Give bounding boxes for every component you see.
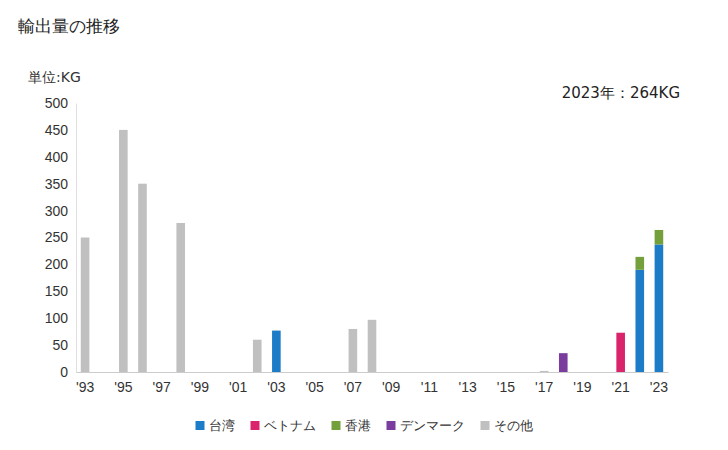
bar [272,331,281,372]
legend-swatch [196,421,205,430]
x-tick: '03 [267,372,285,395]
x-tick: '95 [114,372,132,395]
y-tick: 250 [45,229,76,245]
legend-item: ベトナム [251,418,316,433]
legend-label: デンマーク [400,418,465,433]
chart: 輸出量の推移単位:KG 2023年：264KG 0 50 100 150 200 250 300… [0,0,728,450]
x-tick-label: '17 [535,379,553,395]
x-tick-label: '11 [421,379,438,395]
y-tick-label: 50 [52,337,68,353]
x-tick-label: '93 [76,379,94,395]
legend: 台湾 ベトナム 香港 デンマーク その他 [196,418,533,433]
x-tick: '09 [382,372,400,395]
y-tick-label: 100 [45,310,69,326]
bar [119,130,128,372]
bar [253,340,262,372]
y-tick: 400 [45,149,76,165]
x-tick-label: '09 [382,379,400,395]
y-tick: 500 [45,95,76,111]
x-tick: '17 [535,372,553,395]
y-tick: 350 [45,176,76,192]
x-tick: '93 [76,372,94,395]
x-tick-label: '03 [267,379,285,395]
bar [655,244,664,372]
y-tick-label: 500 [45,95,69,111]
x-tick-label: '01 [229,379,247,395]
y-tick: 450 [45,122,76,138]
x-tick: '11 [421,372,438,395]
legend-label: 台湾 [209,418,235,433]
x-tick: '23 [650,372,668,395]
x-tick-label: '95 [114,379,132,395]
legend-item: デンマーク [387,418,465,433]
y-tick-label: 0 [60,364,68,380]
bars [81,130,663,372]
x-tick: '05 [305,372,323,395]
x-tick: '13 [459,372,477,395]
x-tick: '19 [573,372,591,395]
x-tick-label: '19 [573,379,591,395]
y-tick: 50 [52,337,76,353]
legend-item: 台湾 [196,418,235,433]
bar [368,320,377,372]
bar [559,353,568,372]
legend-swatch [387,421,396,430]
legend-label: その他 [494,418,533,433]
bar [635,270,644,372]
x-tick-label: '05 [305,379,323,395]
y-tick-label: 400 [45,149,69,165]
bar [655,230,664,245]
bar [635,257,644,270]
x-tick-label: '97 [152,379,170,395]
x-tick-label: '23 [650,379,668,395]
y-tick-label: 200 [45,256,69,272]
x-tick: '15 [497,372,515,395]
legend-label: 香港 [345,418,371,433]
y-tick-label: 150 [45,283,69,299]
legend-swatch [251,421,260,430]
legend-swatch [481,421,490,430]
y-tick: 100 [45,310,76,326]
x-tick: '01 [229,372,247,395]
y-tick: 300 [45,203,76,219]
legend-item: 香港 [332,418,371,433]
x-tick-label: '13 [459,379,477,395]
bar [176,223,185,372]
x-tick-label: '07 [344,379,362,395]
y-label: 単位:KG [28,69,81,85]
y-tick: 150 [45,283,76,299]
y-tick: 0 [60,364,76,380]
legend-swatch [332,421,341,430]
y-tick: 200 [45,256,76,272]
x-tick-label: '21 [612,379,630,395]
x-tick: '21 [612,372,630,395]
y-axis: 0 50 100 150 200 250 300 350 400 450 500 [45,95,77,380]
y-tick-label: 250 [45,229,69,245]
legend-label: ベトナム [264,418,316,433]
annotation: 2023年：264KG [562,84,680,102]
bar [349,329,358,372]
x-axis: '93 '95 '97 '99 '01 '03 '05 '07 '09 '11 '13 '15 '17 '… [76,372,669,395]
bar [540,371,549,372]
y-tick-label: 450 [45,122,69,138]
x-tick: '97 [152,372,170,395]
bar [81,238,90,373]
bar [616,333,625,372]
x-tick: '99 [191,372,209,395]
x-tick-label: '99 [191,379,209,395]
bar [138,184,147,372]
y-tick-label: 300 [45,203,69,219]
title: 輸出量の推移 [18,16,120,36]
x-axis-line [77,372,669,373]
y-tick-label: 350 [45,176,69,192]
x-tick: '07 [344,372,362,395]
legend-item: その他 [481,418,533,433]
y-axis-line [76,104,77,373]
x-tick-label: '15 [497,379,515,395]
